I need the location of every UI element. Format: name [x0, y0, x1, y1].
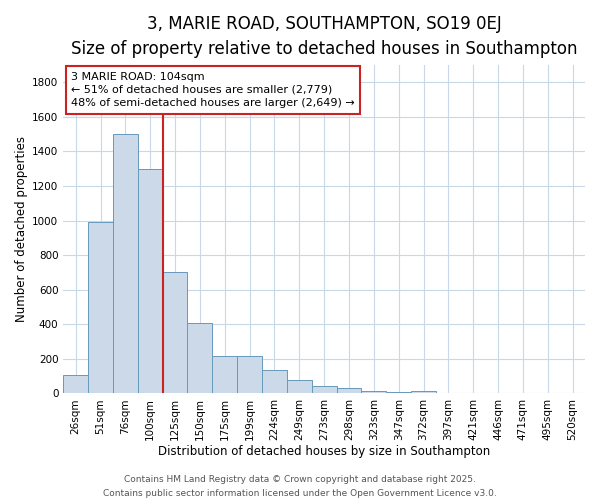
Bar [63, 375, 88, 394]
Bar [411, 392, 436, 394]
Bar [138, 169, 163, 394]
X-axis label: Distribution of detached houses by size in Southampton: Distribution of detached houses by size … [158, 444, 490, 458]
Bar [237, 356, 262, 394]
Text: Contains HM Land Registry data © Crown copyright and database right 2025.
Contai: Contains HM Land Registry data © Crown c… [103, 476, 497, 498]
Bar [287, 380, 312, 394]
Bar [386, 392, 411, 394]
Text: 3 MARIE ROAD: 104sqm
← 51% of detached houses are smaller (2,779)
48% of semi-de: 3 MARIE ROAD: 104sqm ← 51% of detached h… [71, 72, 355, 108]
Bar [212, 356, 237, 394]
Bar [337, 388, 361, 394]
Bar [262, 370, 287, 394]
Bar [88, 222, 113, 394]
Bar [187, 324, 212, 394]
Bar [163, 272, 187, 394]
Bar [113, 134, 138, 394]
Y-axis label: Number of detached properties: Number of detached properties [15, 136, 28, 322]
Title: 3, MARIE ROAD, SOUTHAMPTON, SO19 0EJ
Size of property relative to detached house: 3, MARIE ROAD, SOUTHAMPTON, SO19 0EJ Siz… [71, 15, 577, 58]
Bar [361, 391, 386, 394]
Bar [312, 386, 337, 394]
